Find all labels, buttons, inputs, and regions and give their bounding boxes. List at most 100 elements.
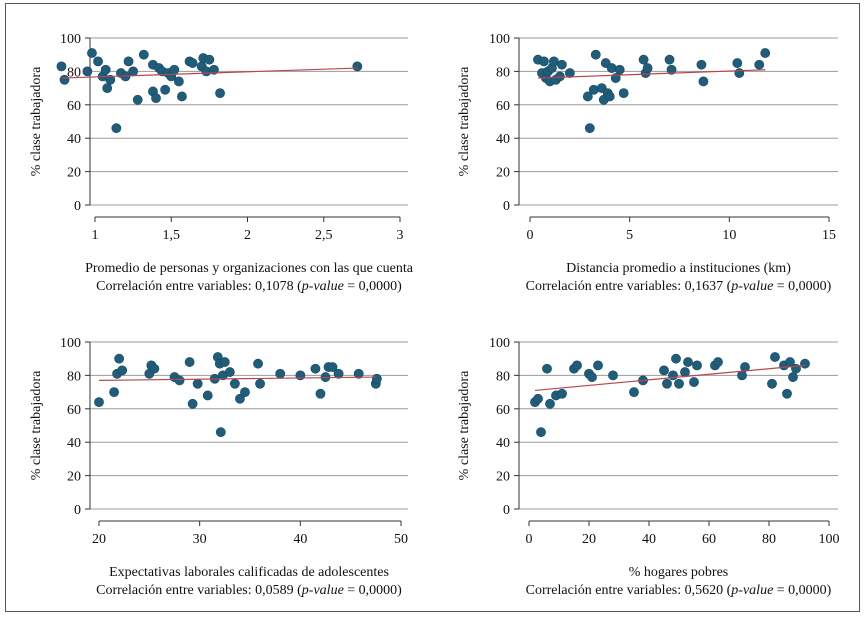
panel-3-data-point (219, 357, 230, 367)
panel-2-data-point (732, 58, 743, 68)
panel-2-x-tick-label: 0 (527, 228, 534, 243)
panel-2-data-point (564, 68, 575, 78)
panel-1-x-tick-label: 1,5 (163, 228, 181, 243)
panel-4-y-axis-label: % clase trabajadora (457, 370, 472, 480)
panel-1-x-tick-label: 2 (244, 228, 251, 243)
panel-1-data-point (87, 48, 97, 58)
panel-3-data-point (327, 362, 338, 372)
panel-4-data-point (788, 372, 798, 382)
panel-4-y-tick-label: 100 (489, 336, 510, 351)
panel-4-x-tick-label: 60 (702, 532, 716, 547)
panel-2-data-point (614, 64, 625, 75)
panel-4-data-point (668, 370, 678, 381)
panel-3-y-tick-label: 80 (67, 369, 81, 384)
panel-3-y-tick-label: 60 (67, 403, 81, 418)
panel-4-data-point (692, 360, 702, 371)
panel-2-x-tick-label: 5 (626, 228, 633, 243)
panel-2-data-point (590, 49, 601, 60)
panel-2-correlation-caption: Correlación entre variables: 0,1637 (p-v… (526, 279, 832, 294)
panel-4-data-point (737, 370, 747, 381)
panel-4-data-point (767, 378, 777, 389)
panel-3-data-point (215, 427, 226, 438)
panel-2-data-point (666, 64, 677, 75)
panel-1-correlation-caption: Correlación entre variables: 0,1078 (p-v… (96, 279, 402, 294)
panel-3-y-tick-label: 100 (60, 336, 81, 351)
panel-3-data-point (149, 363, 160, 374)
panel-4-y-tick-label: 20 (496, 470, 510, 485)
panel-4-data-point (536, 427, 546, 438)
panel-1-data-point (204, 54, 215, 65)
panel-3-y-tick-label: 40 (67, 436, 81, 451)
panel-3-x-tick-label: 30 (193, 532, 207, 547)
panel-4-data-point (740, 362, 750, 372)
panel-3-data-point (229, 378, 240, 389)
panel-3-y-axis-label: % clase trabajadora (29, 370, 44, 480)
panel-3-data-point (192, 378, 203, 389)
panel-3-x-tick-label: 20 (92, 532, 106, 547)
panel-3-data-point (224, 367, 235, 377)
panel-3-x-tick-label: 50 (394, 532, 408, 547)
panel-1-y-tick-label: 20 (67, 166, 81, 181)
panel-1-data-point (151, 93, 161, 104)
panel-3-data-point (235, 393, 245, 404)
panel-4-y-tick-label: 40 (496, 436, 510, 451)
panel-1-data-point (93, 56, 103, 67)
panel-2-data-point (539, 56, 549, 67)
panel-2-y-tick-label: 80 (496, 65, 510, 80)
panel-1-x-tick-label: 1 (92, 228, 99, 243)
panel-1-data-point (169, 64, 180, 75)
panel-3-data-point (315, 388, 326, 399)
panel-3-data-point (240, 387, 250, 397)
panel-3-data-point (187, 398, 198, 409)
panel-3-data-point (295, 370, 306, 381)
panel-2-data-point (664, 54, 675, 65)
panel-3-data-point (253, 358, 263, 369)
panel-4-data-point (533, 393, 543, 404)
panel-2-x-tick-label: 10 (722, 228, 736, 243)
panel-4-y-tick-label: 80 (496, 369, 510, 384)
panel-4-data-point (770, 352, 780, 362)
panel-1-data-point (215, 88, 225, 99)
panel-4-fit-line (534, 364, 806, 392)
panel-1-data-point (132, 94, 143, 105)
panel-4-data-point (683, 357, 693, 367)
panel-1-y-tick-label: 100 (60, 32, 81, 47)
panel-2-data-point (555, 71, 565, 82)
panel-3-fit-line (98, 376, 376, 382)
panel-3-data-point (333, 368, 344, 379)
panel-1-data-point (160, 84, 171, 95)
panel-2-data-point (556, 59, 567, 70)
panel-4-x-tick-label: 20 (582, 532, 596, 547)
panel-3-x-tick-label: 40 (293, 532, 307, 547)
panel-3-correlation-caption: Correlación entre variables: 0,0589 (p-v… (96, 583, 402, 598)
panel-4-data-point (593, 360, 603, 371)
panel-2-data-point (618, 88, 629, 99)
panel-4-data-point (557, 388, 567, 399)
panel-4-y-tick-label: 0 (503, 503, 510, 518)
panel-4-data-point (800, 358, 810, 369)
panel-4-data-point (680, 367, 690, 377)
panel-1-data-point (56, 61, 67, 72)
panel-4-data-point (659, 365, 669, 376)
panel-1-fit-line (61, 67, 358, 79)
panel-4-y-tick-label: 60 (496, 403, 510, 418)
panel-4-data-point (782, 388, 792, 399)
panel-1-data-point (82, 66, 93, 77)
panel-4-x-tick-label: 0 (526, 532, 533, 547)
panel-1-x-tick-label: 3 (397, 228, 404, 243)
panel-1-data-point (187, 58, 198, 68)
panel-1-data-point (128, 66, 139, 77)
panel-3-data-point (275, 368, 286, 379)
panel-1-data-point (177, 91, 187, 102)
panel-3-data-point (202, 390, 213, 401)
panel-2-y-tick-label: 60 (496, 99, 510, 114)
panel-3-x-axis-label: Expectativas laborales calificadas de ad… (109, 565, 389, 580)
panel-4-data-point (542, 363, 552, 374)
panel-4-data-point (572, 360, 582, 371)
panel-2-data-point (698, 76, 709, 87)
panel-2-y-tick-label: 40 (496, 132, 510, 147)
panel-1-y-tick-label: 80 (67, 65, 81, 80)
panel-3-data-point (353, 368, 364, 379)
panel-3-data-point (184, 357, 195, 367)
panel-2-fit-line (537, 69, 766, 79)
